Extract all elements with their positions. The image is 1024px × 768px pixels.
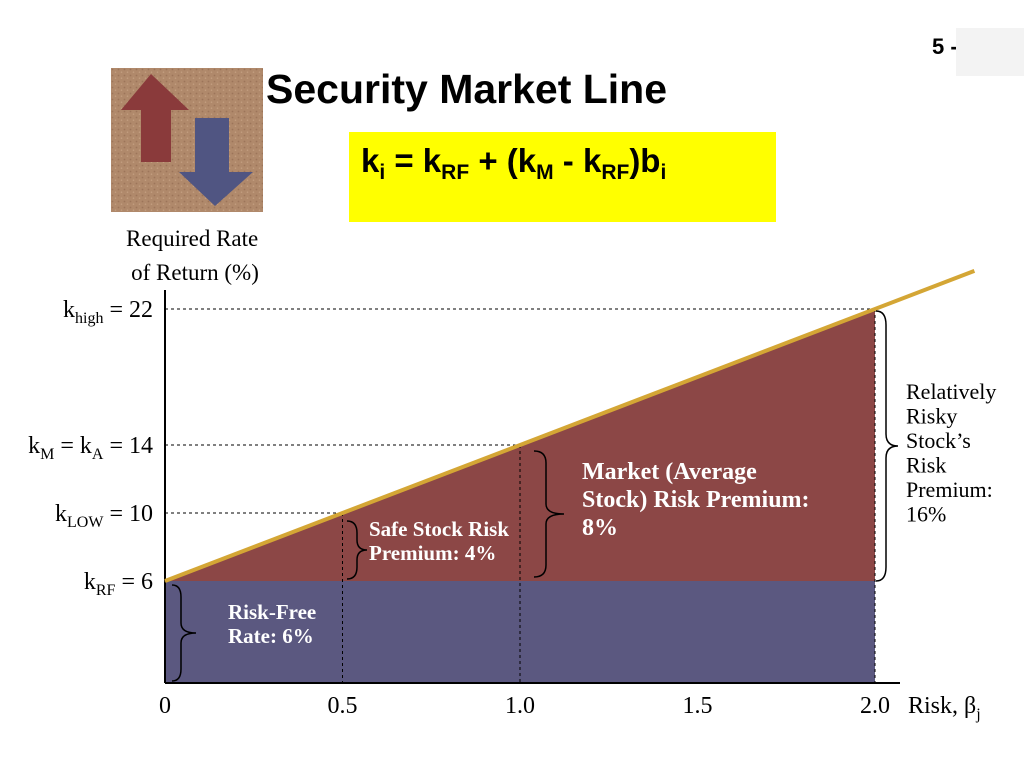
y-tick-label-1-part-1: M: [40, 446, 54, 463]
x-axis-label-part-0: Risk,: [908, 693, 964, 719]
brace-market: [533, 450, 565, 578]
brace-risk-free: [171, 584, 197, 682]
annotation-risk-free: Risk-Free Rate: 6%: [228, 600, 316, 648]
formula-plus: + (k: [469, 142, 537, 179]
brace-risky: [875, 310, 899, 582]
annotation-risky-line-4: Premium:: [906, 477, 993, 502]
sml-line: [164, 269, 976, 583]
slide-number-cover: [956, 28, 1024, 76]
annotation-safe-stock: Safe Stock Risk Premium: 4%: [369, 517, 509, 565]
annotation-risky-line-1: Risky: [906, 404, 957, 429]
formula-sub-i: i: [379, 161, 386, 184]
sml-point-2: [519, 444, 521, 446]
y-axis-label: Required Rate of Return (%): [126, 226, 264, 285]
y-tick-label-0-part-1: high: [75, 310, 103, 327]
annotation-safe-stock-line-1: Premium: 4%: [369, 541, 496, 565]
annotation-market: Market (Average Stock) Risk Premium: 8%: [582, 459, 810, 541]
y-tick-label-1-part-3: A: [92, 446, 104, 463]
x-tick-label-4-part-0: 2.0: [860, 693, 890, 719]
y-tick-label-3-part-0: k: [84, 569, 96, 595]
x-tick-label-0-part-0: 0: [159, 693, 171, 719]
annotation-market-line-0: Market (Average: [582, 459, 757, 485]
formula-sub-rf: RF: [441, 161, 470, 184]
formula-minus: - k: [553, 142, 602, 179]
y-tick-label-0-part-2: = 22: [103, 297, 153, 323]
annotation-risk-free-line-0: Risk-Free: [228, 600, 316, 624]
y-axis-label-line-1: Required Rate: [126, 226, 258, 251]
annotation-safe-stock-line-0: Safe Stock Risk: [369, 517, 509, 541]
sml-point-1: [342, 512, 343, 514]
x-tick-label-4: 2.0: [860, 693, 890, 719]
x-tick-label-1: 0.5: [328, 693, 358, 719]
annotation-risky-line-5: 16%: [906, 502, 946, 527]
y-axis-label-line-2: of Return (%): [131, 260, 259, 285]
slide-number: 5 -: [932, 34, 958, 59]
annotation-risky-line-2: Stock’s: [906, 428, 971, 453]
x-axis-label: Risk, βj: [908, 693, 981, 723]
x-tick-label-2-part-0: 1.0: [505, 693, 535, 719]
x-tick-label-3: 1.5: [683, 693, 713, 719]
y-tick-label-2-part-0: k: [55, 501, 67, 527]
annotation-risky-line-0: Relatively: [906, 379, 996, 404]
y-tick-label-1-part-2: = k: [54, 433, 92, 459]
x-tick-label-0: 0: [159, 693, 171, 719]
y-tick-label-2-part-1: LOW: [67, 514, 104, 531]
y-tick-label-0: khigh = 22: [63, 297, 153, 327]
annotation-risky-line-3: Risk: [906, 453, 946, 478]
x-tick-label-1-part-0: 0.5: [328, 693, 358, 719]
formula-k: k: [361, 142, 380, 179]
up-down-arrows-icon: [111, 68, 263, 212]
y-tick-label-2-part-2: = 10: [103, 501, 153, 527]
sml-point-0: [164, 580, 166, 582]
formula-equals: = k: [385, 142, 442, 179]
x-tick-label-2: 1.0: [505, 693, 535, 719]
annotation-risky: Relatively Risky Stock’s Risk Premium: 16%: [906, 379, 996, 527]
formula-sub-rf-2: RF: [601, 161, 630, 184]
y-tick-label-3-part-2: = 6: [115, 569, 153, 595]
x-tick-label-3-part-0: 1.5: [683, 693, 713, 719]
y-tick-label-2: kLOW = 10: [55, 501, 153, 531]
annotation-risk-free-line-1: Rate: 6%: [228, 624, 314, 648]
y-tick-label-1-part-0: k: [28, 433, 40, 459]
y-tick-label-3-part-1: RF: [96, 582, 116, 599]
formula-beta: )b: [629, 142, 661, 179]
page-title: Security Market Line: [266, 66, 668, 112]
formula-sub-m: M: [536, 161, 554, 184]
sml-point-3: [874, 308, 876, 310]
y-tick-label-1-part-4: = 14: [103, 433, 153, 459]
y-tick-label-0-part-0: k: [63, 297, 75, 323]
annotation-market-line-1: Stock) Risk Premium:: [582, 487, 810, 513]
sml-formula: ki = kRF + (kM - kRF)bi: [349, 132, 776, 222]
brace-safe: [346, 520, 368, 580]
x-axis-label-part-1: β: [964, 693, 976, 719]
y-tick-label-3: kRF = 6: [84, 569, 153, 599]
x-axis-label-part-2: j: [975, 706, 980, 723]
annotation-market-line-2: 8%: [582, 515, 618, 541]
formula-sub-i-2: i: [660, 161, 667, 184]
y-tick-label-1: kM = kA = 14: [28, 433, 153, 463]
